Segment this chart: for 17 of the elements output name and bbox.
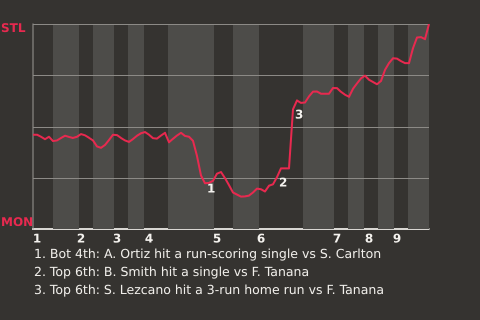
annotation: MON — [1, 215, 34, 230]
annotation: 1 — [207, 181, 216, 196]
x-tick-label: 4 — [144, 231, 154, 246]
x-tick-label: 8 — [364, 231, 374, 246]
x-tick-label: 3 — [112, 231, 122, 246]
text: STL — [1, 21, 26, 36]
text: 1. Bot 4th: A. Ortiz hit a run-scoring single vs S. Carlton — [34, 245, 382, 263]
x-tick-label: 1 — [32, 231, 42, 246]
x-tick-label: 7 — [332, 231, 342, 246]
annotation: 2 — [279, 175, 288, 190]
text: 3. Top 6th: S. Lezcano hit a 3-run home run vs F. Tanana — [34, 281, 384, 299]
x-tick-label: 2 — [76, 231, 86, 246]
x-tick-label: 9 — [392, 231, 402, 246]
annotation: 3 — [295, 107, 304, 122]
x-tick-label: 6 — [256, 231, 266, 246]
x-tick-label: 5 — [212, 231, 222, 246]
text: 2. Top 6th: B. Smith hit a single vs F. Tanana — [34, 263, 310, 281]
